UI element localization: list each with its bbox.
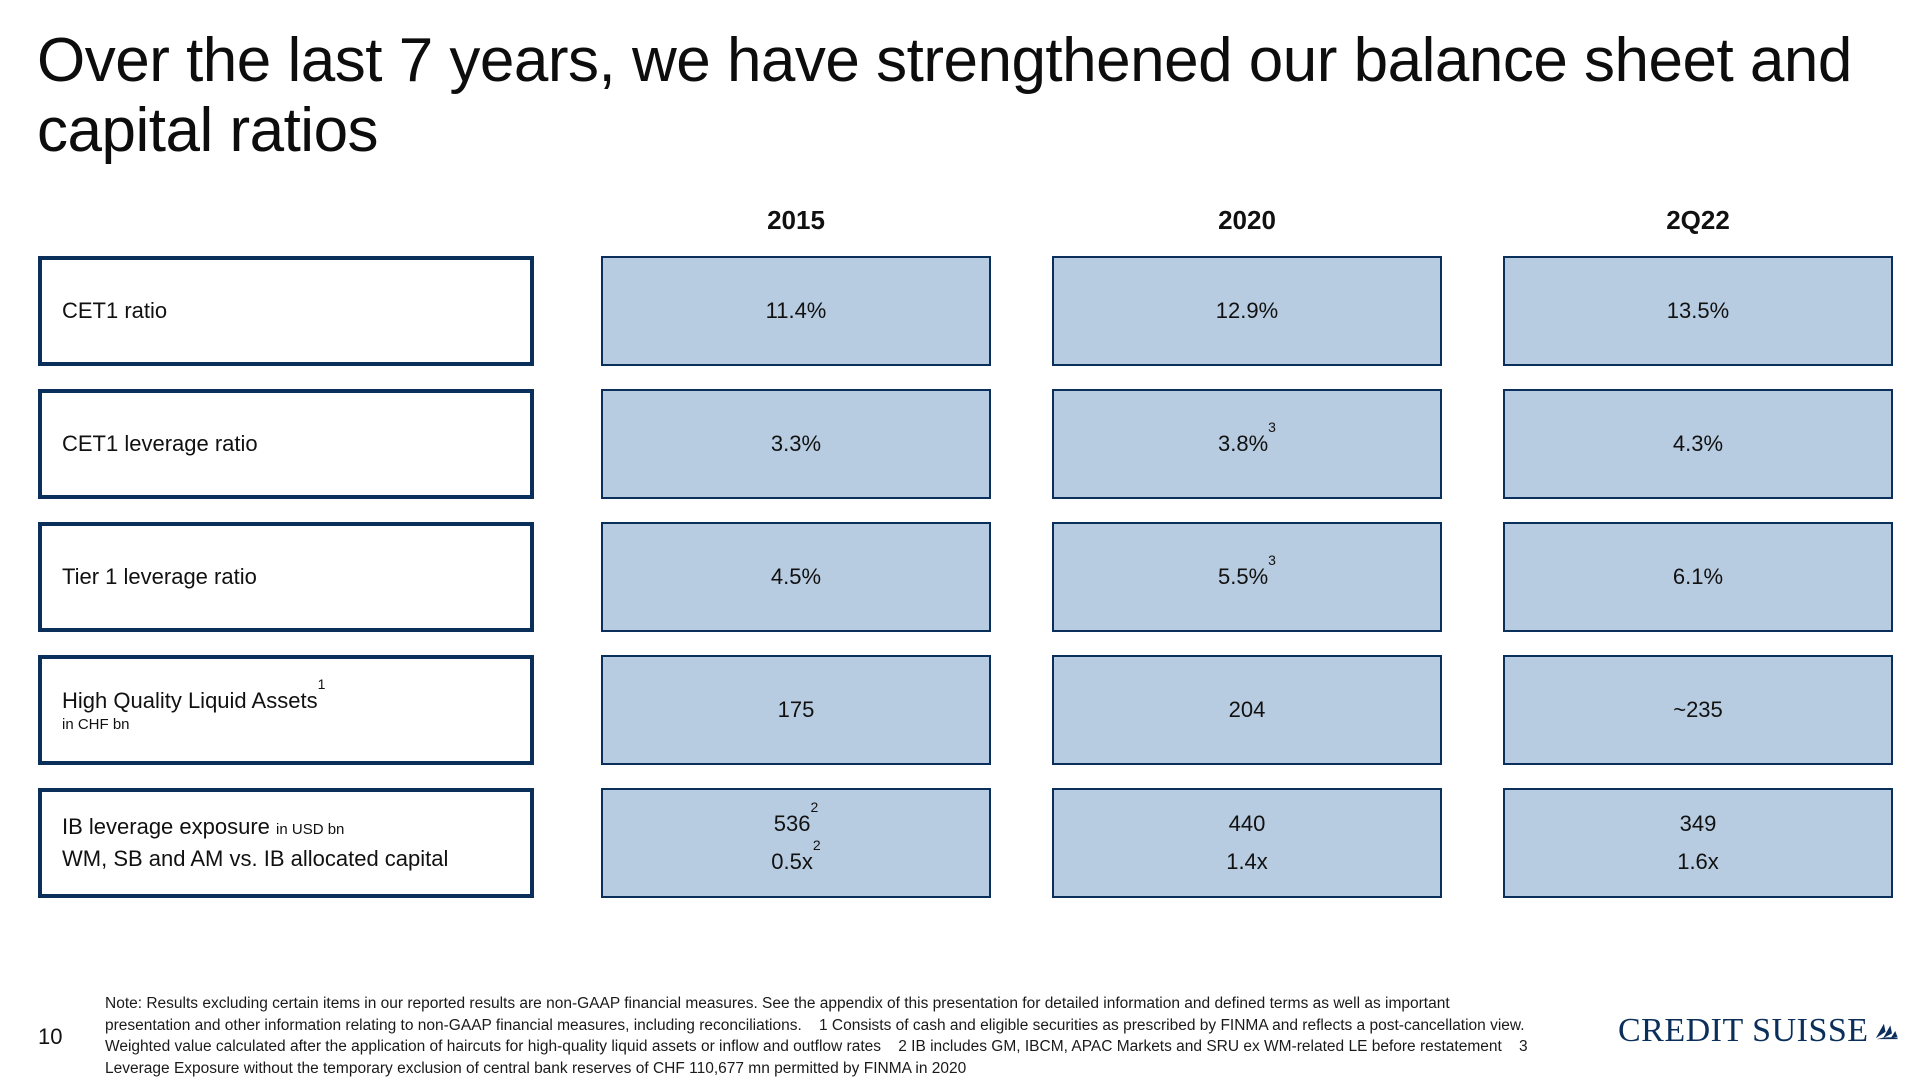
row-label-text: High Quality Liquid Assets <box>62 687 318 713</box>
value-cell: 175 <box>601 655 991 765</box>
row-label-line2: WM, SB and AM vs. IB allocated capital <box>62 846 449 871</box>
footnote-marker: 3 <box>1268 552 1276 568</box>
value-text: 5.5% <box>1218 564 1269 589</box>
value-text-2: 1.6x <box>1677 849 1719 874</box>
row-label-cet1-ratio: CET1 ratio <box>38 256 534 366</box>
value-text: 3.3% <box>770 431 822 456</box>
footnote-marker: 2 <box>810 799 819 815</box>
value-cell: 6.1% <box>1503 522 1893 632</box>
column-header-2q22: 2Q22 <box>1666 205 1730 235</box>
footnote-text: Note: Results excluding certain items in… <box>105 995 1528 1077</box>
value-cell: 13.5% <box>1503 256 1893 366</box>
credit-suisse-logo: CREDIT SUISSE <box>1618 1007 1898 1055</box>
column-header-2020: 2020 <box>1218 205 1276 235</box>
page-number: 10 <box>38 1024 63 1049</box>
value-text: 12.9% <box>1215 298 1279 323</box>
page-title: Over the last 7 years, we have strengthe… <box>37 26 1852 165</box>
sails-logo-icon <box>1875 1023 1898 1040</box>
value-text: 13.5% <box>1666 298 1730 323</box>
value-cell: ~235 <box>1503 655 1893 765</box>
value-text: 349 <box>1679 811 1717 836</box>
row-label-text: CET1 ratio <box>62 298 168 323</box>
value-text: 440 <box>1228 811 1266 836</box>
value-cell: 3.3% <box>601 389 991 499</box>
row-label-cet1-leverage-ratio: CET1 leverage ratio <box>38 389 534 499</box>
value-text: 536 <box>773 811 811 836</box>
row-label-tier1-leverage-ratio: Tier 1 leverage ratio <box>38 522 534 632</box>
footnote-marker: 1 <box>317 675 326 692</box>
column-header-2015: 2015 <box>767 205 825 235</box>
row-label-hqla: High Quality Liquid Assets1 in CHF bn <box>38 655 534 765</box>
row-label-text: Tier 1 leverage ratio <box>62 564 257 589</box>
value-text: 11.4% <box>765 298 827 323</box>
value-text-2: 0.5x <box>771 849 813 874</box>
value-cell: 4.3% <box>1503 389 1893 499</box>
value-cell: 11.4% <box>601 256 991 366</box>
value-text: 3.8% <box>1218 431 1269 456</box>
footnote-marker: 3 <box>1268 419 1276 435</box>
value-text: 4.3% <box>1672 431 1724 456</box>
value-cell: 12.9% <box>1052 256 1442 366</box>
footnote-marker: 2 <box>812 837 821 853</box>
row-sublabel: in CHF bn <box>62 715 130 733</box>
value-text: ~235 <box>1673 697 1723 722</box>
value-text: 6.1% <box>1672 564 1724 589</box>
value-text: 204 <box>1228 697 1266 722</box>
value-text-2: 1.4x <box>1226 849 1268 874</box>
value-cell: 204 <box>1052 655 1442 765</box>
value-cell: 440 1.4x <box>1052 788 1442 898</box>
row-label-ib-leverage-exposure: IB leverage exposure in USD bn WM, SB an… <box>38 788 534 898</box>
logo-text: CREDIT SUISSE <box>1618 1012 1869 1049</box>
value-cell: 4.5% <box>601 522 991 632</box>
value-text: 4.5% <box>770 564 822 589</box>
row-label-text: CET1 leverage ratio <box>62 431 258 456</box>
value-cell: 5362 0.5x2 <box>601 788 991 898</box>
value-text: 175 <box>777 697 815 722</box>
value-cell: 3.8%3 <box>1052 389 1442 499</box>
row-inline-sublabel: in USD bn <box>276 821 345 838</box>
row-label-text: IB leverage exposure <box>62 814 270 839</box>
value-cell: 5.5%3 <box>1052 522 1442 632</box>
value-cell: 349 1.6x <box>1503 788 1893 898</box>
